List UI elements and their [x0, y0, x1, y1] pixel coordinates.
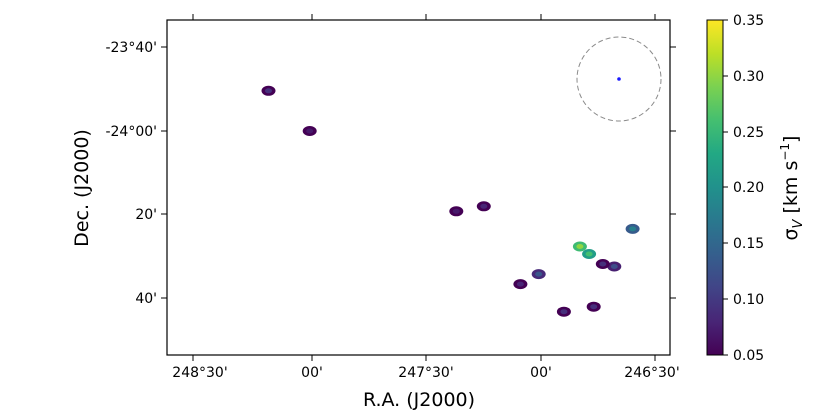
clump-core	[480, 203, 488, 209]
clump-core	[576, 244, 584, 249]
colorbar-tick-label: 0.20	[733, 180, 764, 196]
x-tick-label: 00'	[301, 365, 323, 381]
map-frame	[166, 19, 671, 356]
clump-core	[306, 128, 314, 134]
clump-core	[452, 208, 460, 214]
clump-core	[599, 261, 607, 267]
x-tick-labels: 248°30' 00' 247°30' 00' 246°30'	[172, 365, 679, 381]
colorbar-tick-label: 0.05	[733, 348, 764, 364]
clump-core	[265, 88, 272, 94]
emission-clumps	[261, 85, 640, 317]
y-tick-labels: -23°40' -24°00' 20' 40'	[105, 40, 157, 307]
x-tick-label: 246°30'	[624, 365, 679, 381]
y-tick-label: -23°40'	[105, 40, 157, 56]
x-axis	[192, 14, 656, 361]
beam-marker	[576, 36, 662, 122]
x-tick-label: 247°30'	[398, 365, 453, 381]
x-axis-label: R.A. (J2000)	[363, 389, 475, 411]
colorbar-label: σV [km s−1]	[778, 136, 806, 241]
clump-core	[560, 309, 568, 315]
clump-core	[585, 251, 593, 257]
x-tick-label: 248°30'	[172, 365, 227, 381]
y-tick-label: 40'	[135, 291, 157, 307]
colorbar-tick-label: 0.25	[733, 125, 764, 141]
y-tick-label: 20'	[135, 207, 157, 223]
colorbar-tick-label: 0.35	[733, 13, 764, 29]
clump-core	[535, 271, 543, 277]
x-tick-label: 00'	[530, 365, 552, 381]
colorbar-tick-label: 0.15	[733, 236, 764, 252]
beam-center-dot	[617, 77, 621, 81]
colorbar-tick-label: 0.10	[733, 292, 764, 308]
map-panel	[166, 19, 671, 356]
map-background	[167, 20, 670, 355]
y-tick-label: -24°00'	[105, 124, 157, 140]
clump-core	[610, 264, 618, 269]
clump-core	[590, 304, 598, 310]
colorbar-tick-label: 0.30	[733, 69, 764, 85]
clump-core	[629, 226, 637, 232]
y-axis	[161, 46, 676, 299]
colorbar: 0.05 0.10 0.15 0.20 0.25 0.30 0.35 σV [k…	[706, 13, 806, 364]
colorbar-gradient	[706, 19, 724, 356]
clump-core	[516, 281, 524, 287]
y-axis-label: Dec. (J2000)	[71, 129, 93, 247]
beam-circle	[576, 36, 662, 122]
